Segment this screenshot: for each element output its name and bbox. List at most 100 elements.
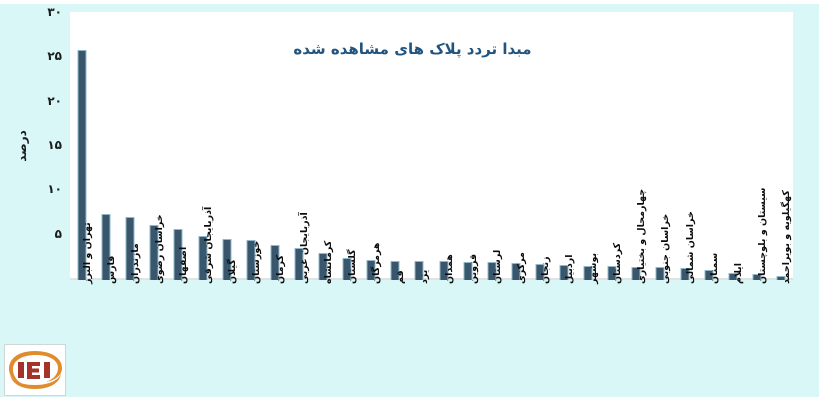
x-axis-tick-label-slot: زنجان bbox=[528, 256, 552, 398]
y-axis-tick: ۱۵ bbox=[47, 138, 62, 152]
x-axis-tick-label-slot: قزوین bbox=[456, 254, 480, 398]
x-axis-tick-label: زنجان bbox=[539, 256, 551, 284]
chart-title: مبدا تردد پلاک های مشاهده شده bbox=[293, 40, 532, 58]
bar-series bbox=[70, 12, 793, 280]
bar-column bbox=[624, 12, 648, 280]
x-axis-tick-label-slot: خراسان رضوی bbox=[142, 214, 166, 398]
bar[interactable] bbox=[342, 257, 352, 280]
bar[interactable] bbox=[414, 261, 424, 280]
bar-column bbox=[70, 12, 94, 280]
x-axis-tick-label: آذربایجان شرقی bbox=[202, 206, 214, 284]
bar[interactable] bbox=[511, 263, 521, 280]
x-axis-tick-label-slot: گلستان bbox=[335, 249, 359, 398]
y-axis: ۳۰ ۲۵ ۲۰ ۱۵ ۱۰ ۵ bbox=[0, 0, 70, 290]
bar[interactable] bbox=[294, 248, 304, 280]
bar[interactable] bbox=[318, 252, 328, 280]
bar[interactable] bbox=[390, 260, 400, 280]
x-axis-tick-label-slot: خوزستان bbox=[239, 241, 263, 398]
x-axis-tick-label-slot: چهارمحال و بختیاری bbox=[624, 189, 648, 398]
x-axis-tick-label: مرکزی bbox=[515, 252, 527, 284]
bar[interactable] bbox=[198, 235, 208, 280]
x-axis-tick-label-slot: گیلان bbox=[215, 259, 239, 398]
x-axis-tick-label: اصفهان bbox=[178, 246, 190, 284]
x-axis-tick-label-slot: تهران و البرز bbox=[70, 222, 94, 398]
x-axis-tick-label: کرمان bbox=[274, 255, 286, 284]
y-axis-tick: ۲۰ bbox=[47, 93, 62, 108]
bar-column bbox=[142, 12, 166, 280]
bar[interactable] bbox=[246, 240, 256, 280]
x-axis-tick-label: بوشهر bbox=[588, 252, 600, 284]
bar-column bbox=[166, 12, 190, 280]
bar-column bbox=[311, 12, 335, 280]
bar[interactable] bbox=[559, 264, 569, 280]
bar[interactable] bbox=[728, 272, 738, 280]
bar-column bbox=[480, 12, 504, 280]
x-axis-labels: تهران و البرز فارس مازندران خراسان رضوی اصفه… bbox=[70, 188, 793, 398]
x-axis-tick-label-slot: قم bbox=[383, 270, 407, 398]
logo-letter-i-right bbox=[44, 362, 50, 378]
bar[interactable] bbox=[752, 273, 762, 280]
y-axis-tick: ۲۵ bbox=[47, 49, 62, 64]
bar-column bbox=[359, 12, 383, 280]
bar[interactable] bbox=[487, 262, 497, 280]
bar[interactable] bbox=[535, 264, 545, 280]
x-axis-tick-label-slot: خراسان جنوبی bbox=[648, 214, 672, 398]
iei-logo-icon bbox=[9, 351, 62, 389]
x-axis-tick-label: کردستان bbox=[612, 242, 624, 284]
bar-column bbox=[504, 12, 528, 280]
bar-column bbox=[118, 12, 142, 280]
bar[interactable] bbox=[463, 262, 473, 280]
x-axis-tick-label: مازندران bbox=[130, 243, 142, 284]
x-axis-tick-label: سمنان bbox=[708, 252, 720, 284]
x-axis-tick-label-slot: کردستان bbox=[600, 243, 624, 398]
x-axis-tick-label: اردبیل bbox=[564, 254, 576, 284]
logo-ring-lower bbox=[10, 372, 61, 389]
x-axis-tick-label: فارس bbox=[106, 255, 118, 284]
bar-column bbox=[456, 12, 480, 280]
bar[interactable] bbox=[439, 261, 449, 280]
bar-column bbox=[528, 12, 552, 280]
x-axis-tick-label-slot: هرمزگان bbox=[359, 243, 383, 398]
bar-column bbox=[673, 12, 697, 280]
bar[interactable] bbox=[77, 50, 87, 280]
bar[interactable] bbox=[149, 225, 159, 280]
y-axis-tick: ۳۰ bbox=[47, 5, 62, 19]
x-axis-tick-label-slot: اصفهان bbox=[166, 247, 190, 398]
bar[interactable] bbox=[125, 217, 135, 280]
bar-column bbox=[287, 12, 311, 280]
bar[interactable] bbox=[631, 266, 641, 280]
bar-column bbox=[263, 12, 287, 280]
bar[interactable] bbox=[655, 266, 665, 280]
bar[interactable] bbox=[680, 267, 690, 280]
bar-column bbox=[648, 12, 672, 280]
x-axis-tick-label-slot: آذربایجان شرقی bbox=[191, 207, 215, 398]
x-axis-tick-label-slot: ایلام bbox=[721, 263, 745, 398]
bar[interactable] bbox=[607, 265, 617, 280]
logo-letter-e bbox=[27, 362, 40, 379]
bar[interactable] bbox=[173, 229, 183, 280]
y-axis-tick: ۱۰ bbox=[47, 182, 62, 197]
x-axis-tick-label: ایلام bbox=[732, 263, 744, 284]
iei-logo bbox=[4, 344, 66, 396]
x-axis-tick-label-slot: خراسان شمالی bbox=[673, 211, 697, 398]
bar-column bbox=[600, 12, 624, 280]
bar-column bbox=[215, 12, 239, 280]
x-axis-tick-label-slot: مازندران bbox=[118, 243, 142, 398]
x-axis-tick-label-slot: کرمانشاه bbox=[311, 241, 335, 398]
x-axis-tick-label-slot: سیستان و بلوچستان bbox=[745, 188, 769, 398]
page-edge-top bbox=[0, 0, 825, 4]
bar[interactable] bbox=[101, 214, 111, 280]
logo-ring-upper bbox=[9, 351, 62, 385]
bar[interactable] bbox=[704, 270, 714, 280]
plot-area bbox=[70, 12, 793, 278]
bar-column bbox=[383, 12, 407, 280]
bar[interactable] bbox=[366, 259, 376, 280]
bar[interactable] bbox=[222, 239, 232, 280]
bar-column bbox=[239, 12, 263, 280]
bar[interactable] bbox=[776, 275, 786, 280]
x-axis-tick-label-slot: مرکزی bbox=[504, 252, 528, 398]
x-axis-tick-label: خراسان رضوی bbox=[154, 214, 166, 284]
bar-column bbox=[552, 12, 576, 280]
bar[interactable] bbox=[583, 265, 593, 280]
bar[interactable] bbox=[270, 245, 280, 280]
